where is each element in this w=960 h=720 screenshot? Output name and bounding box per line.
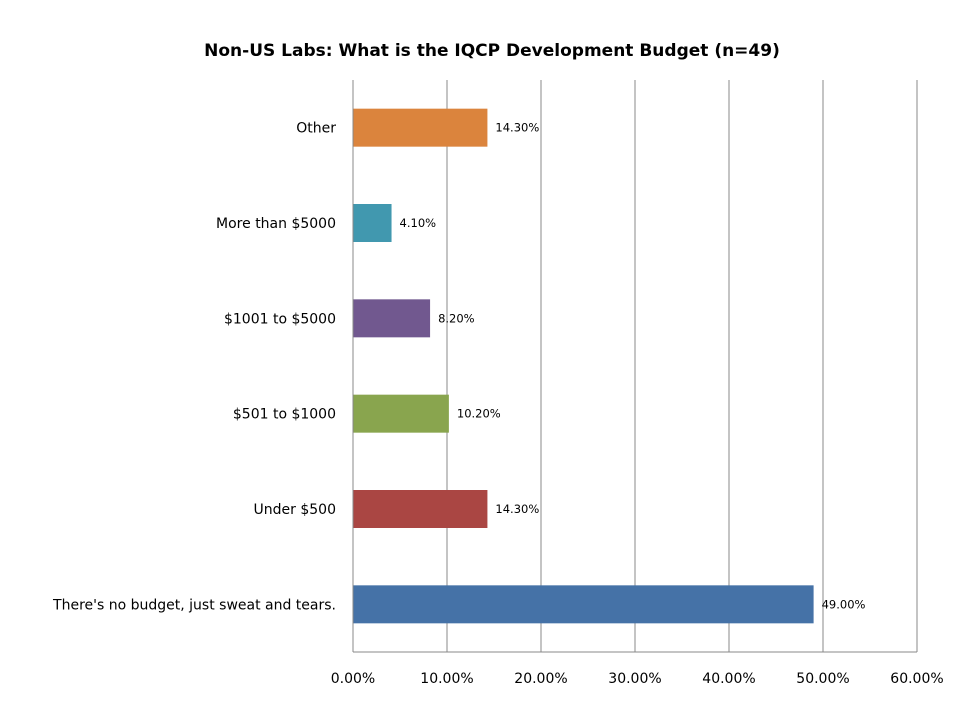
x-tick-label: 0.00% — [331, 671, 375, 687]
bar — [353, 490, 488, 528]
data-label: 8.20% — [438, 311, 475, 325]
category-label: $501 to $1000 — [233, 407, 336, 423]
data-labels: 49.00% 14.30% 10.20% 8.20% 4.10% 14.30% — [400, 121, 866, 612]
x-tick-label: 50.00% — [796, 671, 849, 687]
category-label: $1001 to $5000 — [224, 311, 336, 327]
data-label: 49.00% — [822, 597, 866, 611]
chart-title: Non-US Labs: What is the IQCP Developmen… — [204, 41, 780, 61]
x-tick-label: 10.00% — [420, 671, 473, 687]
data-label: 14.30% — [495, 502, 539, 516]
bar — [353, 108, 488, 147]
gridlines — [446, 80, 918, 652]
data-label: 14.30% — [495, 121, 539, 135]
bar — [353, 299, 431, 338]
category-labels: There's no budget, just sweat and tears.… — [52, 121, 336, 614]
bar — [353, 394, 449, 433]
category-label: There's no budget, just sweat and tears. — [52, 597, 336, 613]
data-label: 10.20% — [457, 407, 501, 421]
x-tick-label: 40.00% — [702, 671, 755, 687]
x-tick-label: 60.00% — [890, 671, 943, 687]
category-label: More than $5000 — [216, 216, 336, 232]
category-label: Other — [296, 121, 336, 137]
bar — [353, 204, 392, 242]
x-tick-labels: 0.00% 10.00% 20.00% 30.00% 40.00% 50.00% 60.00… — [331, 671, 944, 687]
x-tick-label: 30.00% — [608, 671, 661, 687]
bar — [353, 585, 814, 624]
category-label: Under $500 — [254, 502, 336, 518]
data-label: 4.10% — [400, 216, 437, 230]
bars — [353, 108, 814, 624]
x-tick-label: 20.00% — [514, 671, 567, 687]
